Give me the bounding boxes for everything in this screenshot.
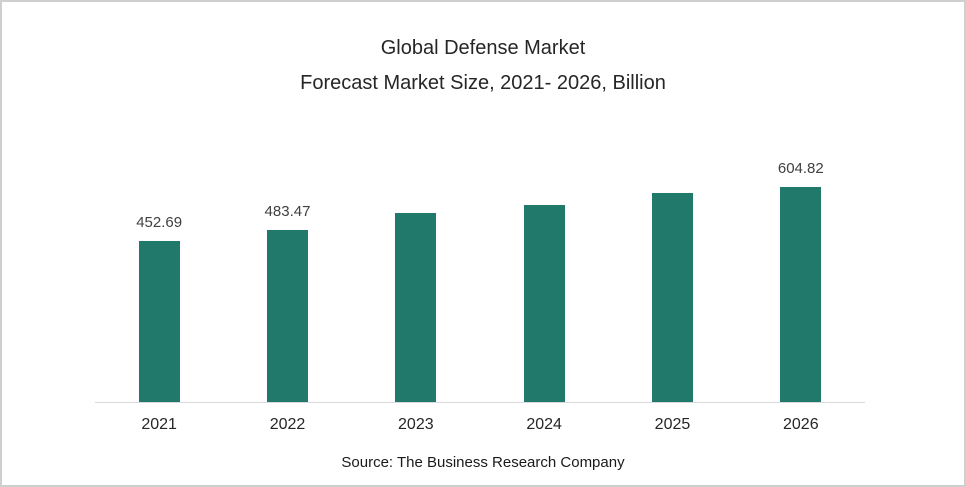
bar-column-2023 xyxy=(352,122,480,402)
bar-column-2025 xyxy=(608,122,736,402)
source-caption: Source: The Business Research Company xyxy=(341,454,625,471)
bar-2022 xyxy=(266,230,308,402)
bar-2026 xyxy=(780,187,822,402)
bar-2023 xyxy=(395,213,437,402)
chart-title-line-1: Global Defense Market xyxy=(380,37,586,59)
plot-area: 452.69 483.47 604.82 2021 2022 2023 2024 2025 2… xyxy=(95,122,865,434)
x-axis-label-2022: 2022 xyxy=(269,416,306,433)
bar-column-2021: 452.69 xyxy=(95,122,223,402)
x-axis-label-2024: 2024 xyxy=(526,416,562,433)
bar-2024 xyxy=(523,205,565,402)
chart-title-line-2: Forecast Market Size, 2021- 2026, Billio… xyxy=(300,72,666,94)
x-axis-label-2021: 2021 xyxy=(141,416,177,433)
x-axis-label-2026: 2026 xyxy=(783,416,819,433)
bar-column-2024 xyxy=(480,122,608,402)
data-label-2022: 483.47 xyxy=(264,203,311,220)
bar-column-2022: 483.47 xyxy=(223,122,351,402)
data-label-2026: 604.82 xyxy=(777,160,824,177)
x-axis-labels: 2021 2022 2023 2024 2025 2026 xyxy=(95,403,865,434)
bar-2025 xyxy=(651,193,693,402)
bar-column-2026: 604.82 xyxy=(737,122,865,402)
x-axis-label-2023: 2023 xyxy=(398,416,434,433)
chart-title: Global Defense Market Forecast Market Si… xyxy=(2,31,964,101)
data-label-2021: 452.69 xyxy=(136,214,183,231)
x-axis-label-2025: 2025 xyxy=(654,416,691,433)
bar-2021 xyxy=(138,241,180,402)
bars-row: 452.69 483.47 604.82 xyxy=(95,122,865,403)
